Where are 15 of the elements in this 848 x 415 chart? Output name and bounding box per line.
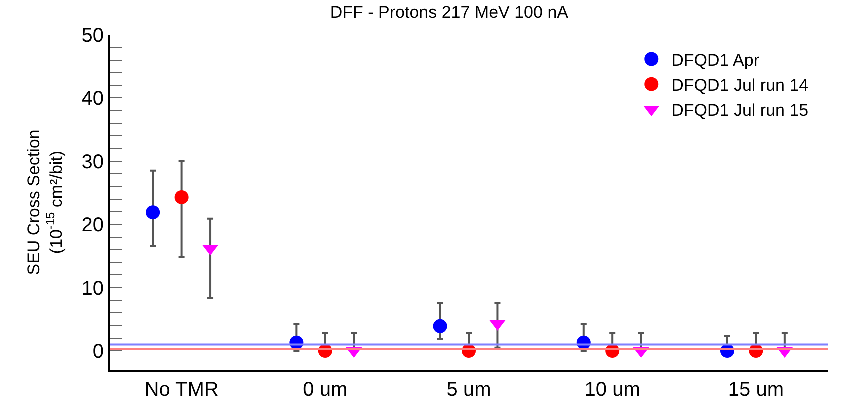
y-tick-label: 50 (82, 25, 104, 47)
legend-label: DFQD1 Apr (672, 50, 760, 70)
x-tick-label: 10 um (584, 379, 640, 401)
x-tick-label: 15 um (728, 379, 784, 401)
legend-label: DFQD1 Jul run 15 (672, 101, 809, 120)
x-tick-label: 5 um (446, 379, 492, 401)
legend-label: DFQD1 Jul run 14 (672, 76, 809, 95)
y-tick-label: 20 (82, 214, 104, 237)
y-tick-label: 0 (92, 341, 104, 364)
x-tick-label: 0 um (303, 379, 348, 401)
y-tick-label: 40 (82, 88, 104, 110)
y-tick-label: 10 (82, 278, 104, 300)
y-tick-label: 30 (82, 151, 104, 174)
x-tick-label: No TMR (144, 379, 219, 401)
chart-title: DFF - Protons 217 MeV 100 nA (330, 3, 570, 22)
